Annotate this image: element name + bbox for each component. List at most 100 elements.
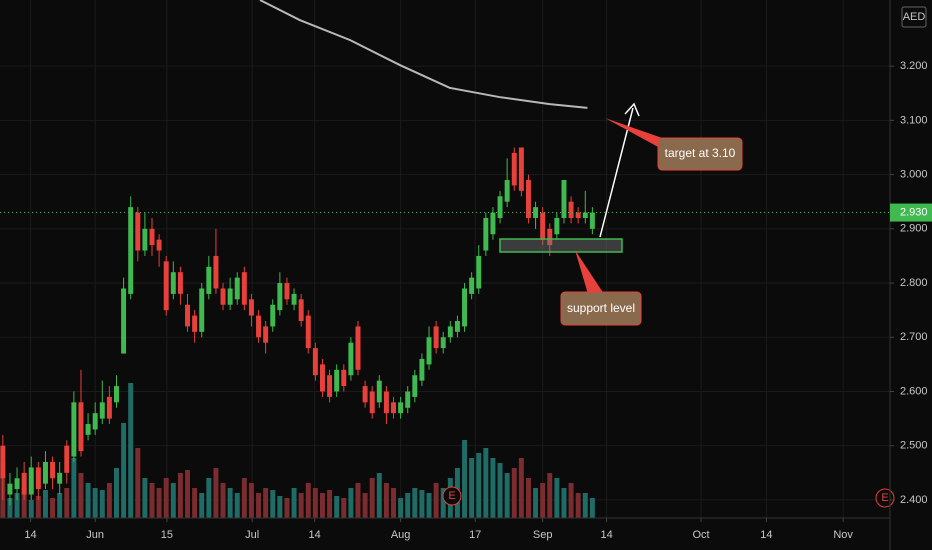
volume-bar <box>71 458 77 518</box>
volume-bar <box>362 493 368 518</box>
y-tick-label: 2.700 <box>900 331 928 343</box>
candle-body <box>128 207 134 294</box>
candle-body <box>305 315 311 349</box>
candle-body <box>319 364 325 392</box>
candle-body <box>220 288 226 305</box>
candle-body <box>433 326 439 349</box>
volume-bar <box>462 440 468 518</box>
volume-bar <box>533 488 539 518</box>
candle-body <box>92 413 98 430</box>
volume-bar <box>142 478 148 518</box>
volume-bar <box>28 500 34 518</box>
candle-body <box>185 304 191 327</box>
volume-bar <box>412 488 418 518</box>
callout-pointer <box>605 118 668 148</box>
volume-bar <box>277 496 283 518</box>
candle-body <box>391 402 396 414</box>
candle-body <box>412 375 418 397</box>
volume-bar <box>547 473 553 518</box>
candle-body <box>199 288 205 332</box>
volume-bar <box>270 490 276 518</box>
currency-box[interactable] <box>901 6 927 28</box>
volume-bar <box>582 493 588 518</box>
volume-bar <box>398 498 404 518</box>
volume-bar <box>561 488 567 518</box>
candle-body <box>376 380 382 403</box>
callout-pointer <box>575 250 604 294</box>
annotation: target at 3.10 <box>665 146 736 160</box>
volume-bar <box>511 468 517 518</box>
candle-body <box>156 239 162 251</box>
candle-body <box>312 348 318 376</box>
candle-body <box>277 283 283 311</box>
volume-bar <box>78 473 84 518</box>
x-tick-label: 17 <box>469 529 481 541</box>
volume-bar <box>14 493 20 518</box>
volume-bar <box>213 468 219 518</box>
volume-bar <box>21 488 27 518</box>
candle-body <box>490 212 496 235</box>
arrow-head <box>624 102 640 117</box>
volume-bar <box>263 488 269 518</box>
currency[interactable]: AED <box>903 11 926 23</box>
volume-bar <box>298 493 304 518</box>
volume-bar <box>319 493 325 518</box>
x-tick-label: Nov <box>833 529 853 541</box>
volume-bar <box>305 483 311 518</box>
volume-bar <box>206 478 212 518</box>
volume-bar <box>121 423 127 518</box>
earnings-label[interactable]: E <box>881 492 888 504</box>
volume-bar <box>50 498 56 518</box>
candle-body <box>50 461 56 479</box>
x-tick-label: 14 <box>24 529 36 541</box>
candle-body <box>42 461 48 484</box>
y-tick-label: 3.000 <box>900 169 928 181</box>
candle-body <box>426 337 432 365</box>
volume-bar <box>106 483 112 518</box>
volume-bar <box>248 483 254 518</box>
volume-bar <box>57 493 63 518</box>
volume-bar <box>525 478 531 518</box>
candle-body <box>263 326 269 343</box>
volume-bar <box>469 458 475 518</box>
candle-body <box>504 180 510 202</box>
candle-body <box>64 445 70 473</box>
candle-body <box>35 467 41 490</box>
candle-body <box>518 147 524 191</box>
earnings-label[interactable]: E <box>448 490 455 502</box>
earnings-marker[interactable] <box>442 486 462 506</box>
candle-body <box>405 391 411 408</box>
candle-body <box>540 212 546 240</box>
volume-bar <box>7 498 13 518</box>
last-price-box <box>890 203 932 222</box>
volume-bar <box>440 488 446 518</box>
candle-body <box>57 472 63 484</box>
candle-body <box>71 402 77 457</box>
candle-body <box>497 196 503 218</box>
candle-body <box>454 321 460 332</box>
candle-body <box>291 293 297 305</box>
candle-body <box>298 299 304 322</box>
x-tick-label: 14 <box>600 529 612 541</box>
volume-bar <box>42 490 48 518</box>
volume-bar <box>35 496 41 518</box>
candle-body <box>114 386 119 403</box>
candle-body <box>284 283 290 300</box>
volume-bar <box>383 483 389 518</box>
volume-bar <box>518 458 524 518</box>
volume-bar <box>504 473 510 518</box>
candle-body <box>525 180 531 218</box>
candle-body <box>483 217 489 251</box>
candle-body <box>248 299 254 316</box>
candle-body <box>192 315 198 332</box>
candle-body <box>575 212 581 218</box>
candle-body <box>348 342 354 376</box>
y-tick-label: 3.100 <box>900 114 928 126</box>
candle-body <box>469 277 475 294</box>
volume-bar <box>99 490 105 518</box>
moving-average <box>259 0 588 109</box>
volume-bar <box>405 493 411 518</box>
candle-body <box>533 207 539 218</box>
candle-body <box>121 288 127 354</box>
